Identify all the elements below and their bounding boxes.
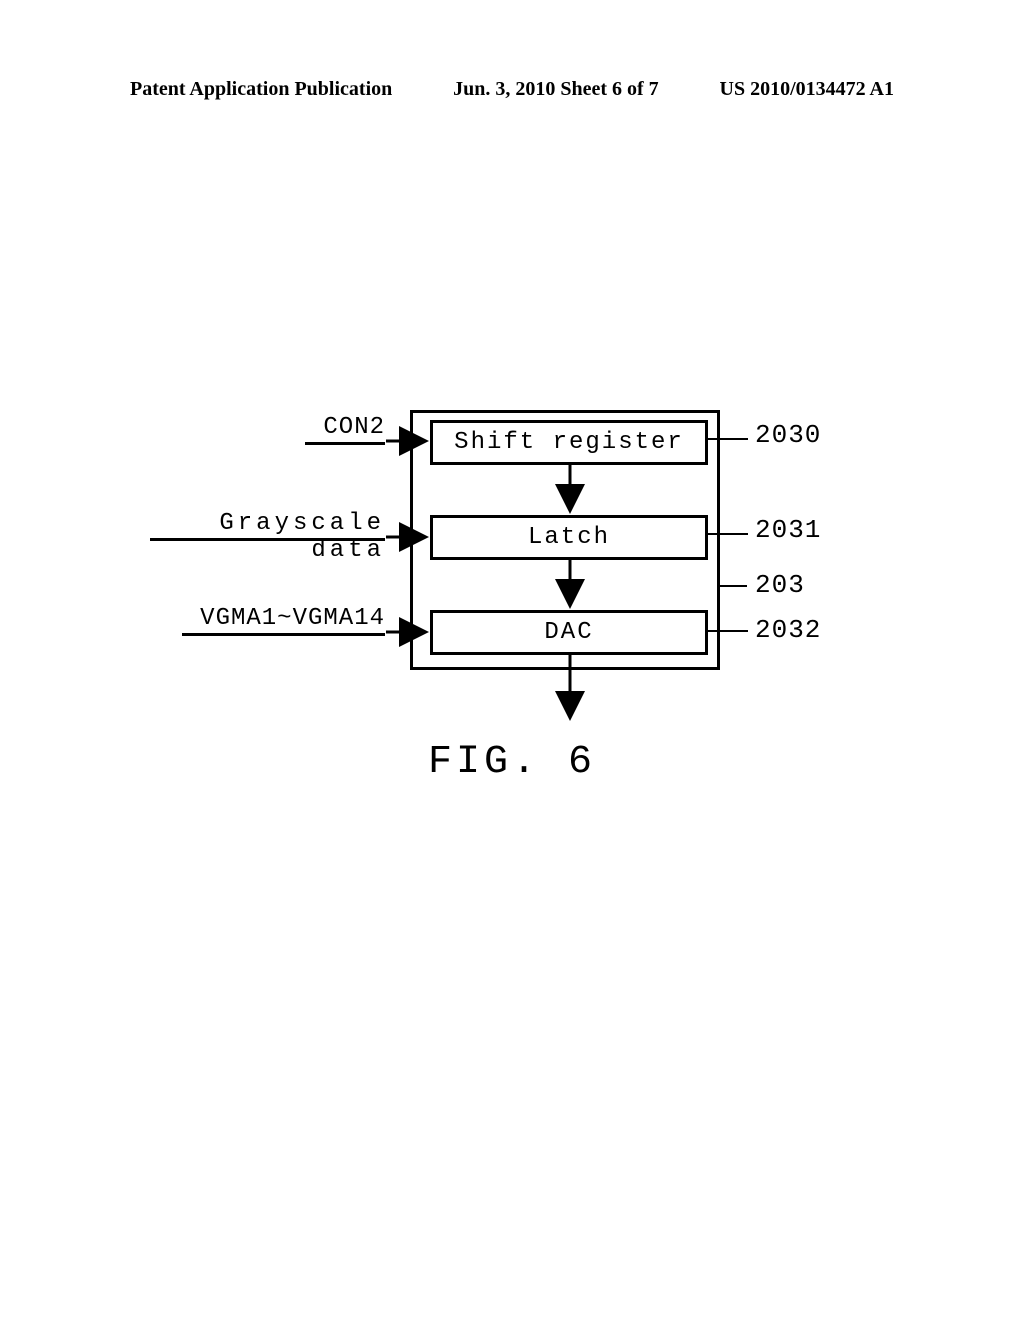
header-center: Jun. 3, 2010 Sheet 6 of 7 — [453, 78, 659, 101]
figure-label: FIG. 6 — [0, 740, 1024, 785]
header-right: US 2010/0134472 A1 — [720, 78, 894, 101]
page-header: Patent Application Publication Jun. 3, 2… — [0, 78, 1024, 101]
header-left: Patent Application Publication — [130, 78, 392, 101]
arrows-svg — [150, 410, 890, 750]
block-diagram: CON2 Grayscale data VGMA1~VGMA14 Shift r… — [150, 410, 890, 790]
